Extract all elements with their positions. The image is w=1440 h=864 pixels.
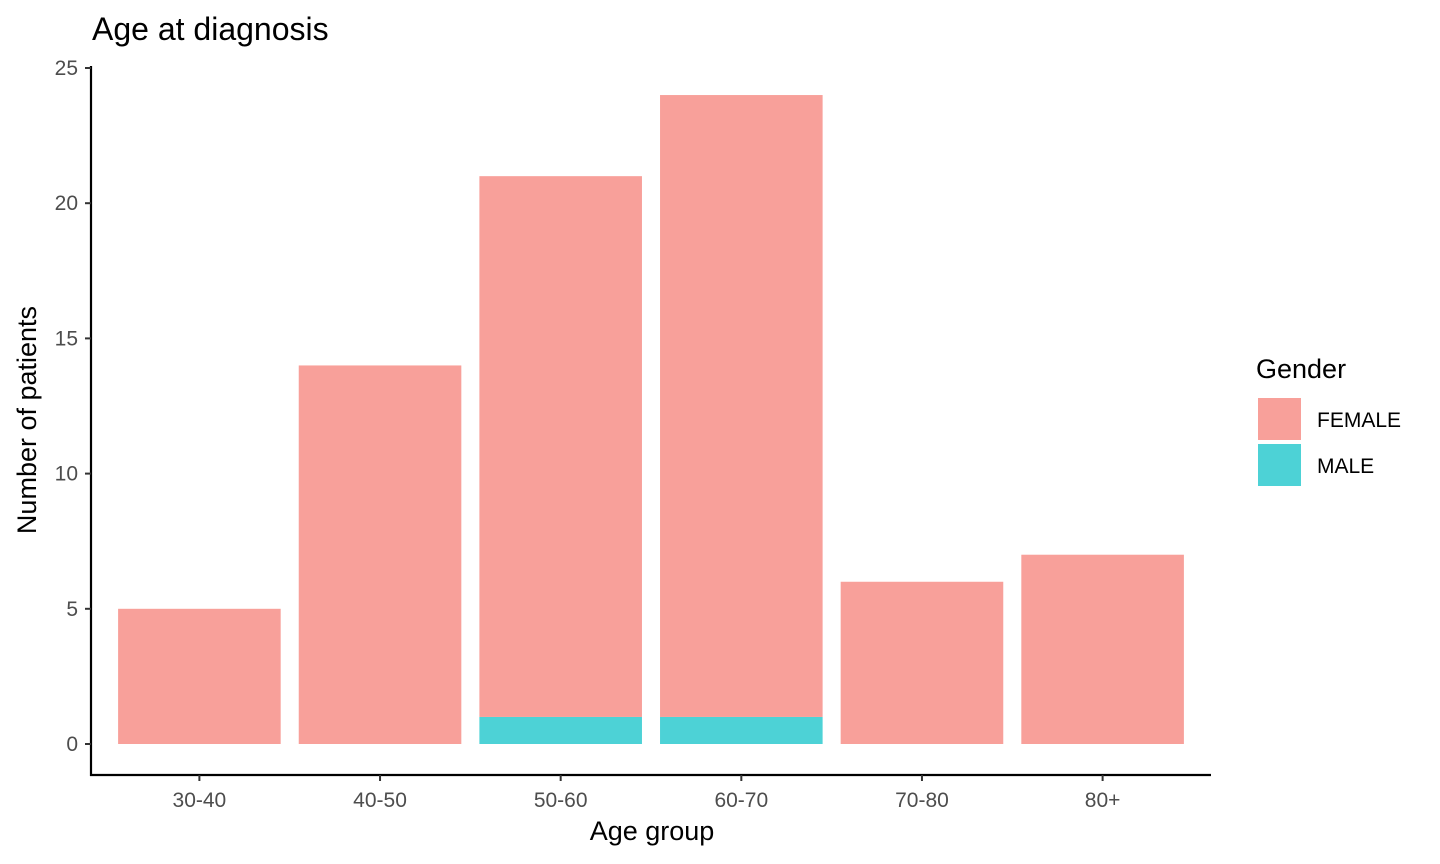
x-tick-label: 60-70 [714,789,768,812]
legend-label-male: MALE [1317,455,1374,478]
bar-female-50-60 [479,176,642,717]
y-tick-label: 0 [66,733,78,756]
legend-key-male [1258,444,1301,486]
y-tick-label: 10 [55,463,78,486]
x-axis-title: Age group [590,816,715,846]
chart-title: Age at diagnosis [92,11,329,47]
legend-label-female: FEMALE [1317,409,1401,432]
bar-female-80+ [1021,554,1184,744]
bar-female-70-80 [840,581,1004,744]
y-tick-label: 5 [66,598,78,621]
bar-female-60-70 [660,95,823,717]
y-tick-label: 25 [55,57,78,80]
y-axis-title: Number of patients [12,306,42,534]
bar-male-50-60 [479,716,642,744]
legend-title: Gender [1256,354,1346,384]
bar-female-40-50 [298,365,462,744]
bar-female-30-40 [118,608,281,744]
y-ticks: 0 5 10 15 20 25 [55,57,91,756]
bar-male-60-70 [660,716,823,744]
x-tick-label: 40-50 [353,789,407,812]
y-tick-label: 20 [55,192,78,215]
x-ticks: 30-40 40-50 50-60 60-70 70-80 80+ [173,775,1121,812]
x-tick-label: 30-40 [173,789,227,812]
legend-key-female [1258,398,1301,440]
x-tick-label: 70-80 [895,789,949,812]
y-tick-label: 15 [55,327,78,350]
bars-layer [118,95,1184,744]
x-tick-label: 80+ [1085,789,1121,812]
x-tick-label: 50-60 [534,789,588,812]
legend: Gender FEMALE MALE [1256,354,1401,486]
